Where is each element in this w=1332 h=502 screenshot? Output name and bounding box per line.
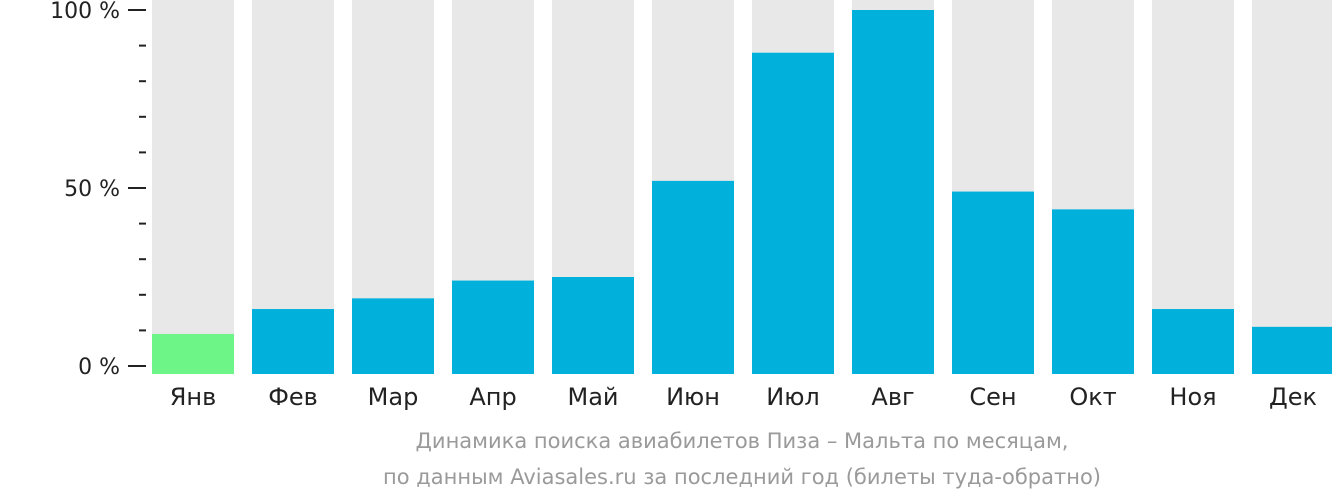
bar xyxy=(1052,209,1134,374)
x-category-label: Фев xyxy=(268,383,318,411)
x-category-label: Дек xyxy=(1269,383,1317,411)
chart-caption-line-1: Динамика поиска авиабилетов Пиза – Мальт… xyxy=(415,429,1069,453)
x-category-label: Июл xyxy=(766,383,820,411)
x-category-label: Апр xyxy=(469,383,516,411)
bar xyxy=(152,333,234,374)
chart-caption-line-2: по данным Aviasales.ru за последний год … xyxy=(383,465,1101,489)
bar xyxy=(452,280,534,374)
x-category-label: Май xyxy=(567,383,618,411)
bar xyxy=(852,10,934,374)
bar-track xyxy=(152,0,234,374)
y-tick-label: 50 % xyxy=(64,177,120,202)
x-category-label: Мар xyxy=(368,383,419,411)
bar xyxy=(252,309,334,374)
x-category-label: Янв xyxy=(170,383,217,411)
bar xyxy=(952,191,1034,374)
x-category-label: Ноя xyxy=(1169,383,1216,411)
bar xyxy=(1152,309,1234,374)
x-category-label: Авг xyxy=(871,383,914,411)
bar xyxy=(752,52,834,374)
y-tick-label: 100 % xyxy=(50,0,120,24)
bar-track xyxy=(1252,0,1332,374)
bar xyxy=(652,180,734,374)
bar xyxy=(1252,326,1332,374)
x-category-label: Сен xyxy=(969,383,1016,411)
bar xyxy=(552,277,634,374)
bar-chart: 0 % 50 % 100 % Янв Фев Мар Апр Май Июн Июл Авг Сен О… xyxy=(50,0,1332,411)
y-tick-label: 0 % xyxy=(78,355,120,380)
x-category-label: Окт xyxy=(1069,383,1116,411)
x-category-label: Июн xyxy=(666,383,720,411)
bar xyxy=(352,298,434,374)
